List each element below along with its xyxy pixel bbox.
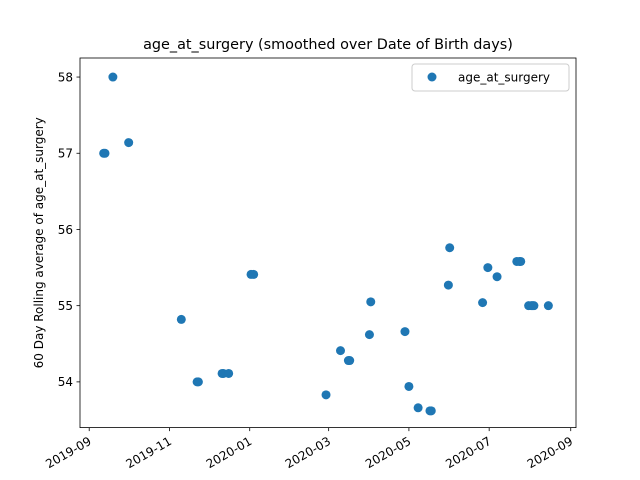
data-point — [529, 301, 539, 311]
data-point — [404, 381, 414, 391]
legend-marker — [427, 72, 437, 82]
data-point — [400, 327, 410, 337]
data-point — [492, 272, 502, 282]
data-point — [516, 256, 526, 266]
y-tick-label: 56 — [58, 223, 73, 237]
data-point — [413, 403, 423, 413]
chart-title: age_at_surgery (smoothed over Date of Bi… — [143, 37, 513, 53]
plot-frame — [79, 57, 577, 429]
data-point — [193, 377, 203, 387]
y-tick-label: 55 — [58, 299, 73, 313]
data-point — [321, 390, 331, 400]
y-tick-label: 58 — [58, 70, 73, 84]
legend: age_at_surgery — [411, 63, 570, 92]
y-tick-label: 54 — [58, 375, 73, 389]
plot-area — [80, 58, 576, 428]
data-point — [124, 138, 134, 148]
legend-frame — [411, 63, 570, 92]
data-point — [100, 148, 110, 158]
y-axis: 54 55 56 57 58 — [58, 70, 80, 389]
data-markers — [99, 72, 553, 416]
data-point — [364, 330, 374, 340]
y-tick-label: 57 — [58, 147, 73, 161]
data-point — [543, 301, 553, 311]
data-point — [345, 356, 355, 366]
data-point — [366, 297, 376, 307]
data-point — [336, 346, 345, 356]
data-point — [443, 280, 453, 290]
data-point — [249, 269, 259, 279]
data-point — [483, 263, 493, 273]
data-point — [445, 243, 455, 253]
data-point — [478, 298, 488, 308]
legend-label: age_at_surgery — [458, 71, 550, 85]
data-point — [224, 368, 234, 378]
data-point — [108, 72, 118, 82]
y-axis-label: 60 Day Rolling average of age_at_surgery — [32, 117, 46, 368]
data-point — [176, 314, 186, 324]
data-point — [426, 406, 436, 416]
